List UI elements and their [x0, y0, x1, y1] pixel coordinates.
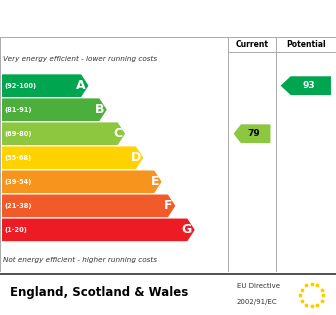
Text: (1-20): (1-20) [4, 227, 27, 233]
Text: 79: 79 [248, 129, 261, 138]
Text: Current: Current [236, 40, 268, 49]
Text: (39-54): (39-54) [4, 179, 32, 185]
Text: (81-91): (81-91) [4, 107, 32, 113]
Text: (55-68): (55-68) [4, 155, 32, 161]
Polygon shape [2, 98, 107, 121]
Text: 2002/91/EC: 2002/91/EC [237, 299, 278, 305]
Text: Potential: Potential [286, 40, 326, 49]
Text: Not energy efficient - higher running costs: Not energy efficient - higher running co… [3, 257, 157, 263]
Polygon shape [2, 146, 143, 169]
Text: G: G [182, 223, 192, 236]
Polygon shape [2, 195, 175, 217]
Polygon shape [2, 170, 162, 193]
Text: C: C [113, 127, 122, 140]
Text: (69-80): (69-80) [4, 131, 32, 137]
Text: 93: 93 [302, 81, 315, 90]
Polygon shape [2, 123, 125, 145]
Text: EU Directive: EU Directive [237, 283, 280, 289]
Polygon shape [281, 76, 331, 95]
Text: A: A [76, 79, 86, 92]
Text: B: B [95, 103, 104, 116]
Polygon shape [234, 124, 270, 143]
Text: (21-38): (21-38) [4, 203, 32, 209]
Text: England, Scotland & Wales: England, Scotland & Wales [10, 286, 188, 299]
Polygon shape [2, 219, 195, 241]
Text: F: F [164, 199, 173, 212]
Text: D: D [130, 151, 141, 164]
Text: Energy Efficiency Rating: Energy Efficiency Rating [10, 11, 220, 26]
Text: Very energy efficient - lower running costs: Very energy efficient - lower running co… [3, 56, 158, 62]
Text: (92-100): (92-100) [4, 83, 37, 89]
Text: E: E [151, 175, 159, 188]
Polygon shape [2, 74, 88, 97]
